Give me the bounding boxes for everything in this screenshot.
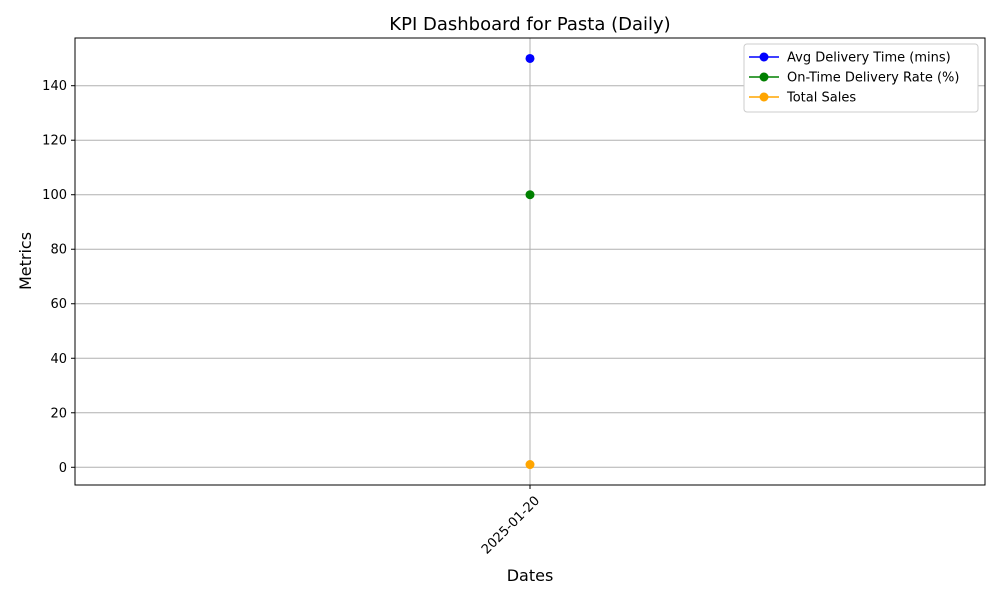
legend-entry: On-Time Delivery Rate (%) xyxy=(749,71,959,86)
legend: Avg Delivery Time (mins) On-Time Delivery… xyxy=(743,43,979,113)
legend-frame xyxy=(743,43,979,113)
y-axis-label: Metrics xyxy=(16,232,35,290)
y-tick-label: 40 xyxy=(50,352,67,367)
y-tick-label: 20 xyxy=(50,406,67,421)
y-tick-label: 140 xyxy=(42,79,67,94)
y-tick-label: 60 xyxy=(50,297,67,312)
legend-label: Total Sales xyxy=(786,91,856,106)
data-point xyxy=(525,190,535,200)
y-tick-label: 100 xyxy=(42,188,67,203)
plot-frame xyxy=(74,37,986,486)
legend-marker xyxy=(759,92,769,102)
series-0 xyxy=(525,53,535,63)
legend-entry: Total Sales xyxy=(749,91,856,106)
y-tick-label: 120 xyxy=(42,134,67,149)
legend-marker xyxy=(759,72,769,82)
chart-title: KPI Dashboard for Pasta (Daily) xyxy=(389,14,670,35)
legend-label: On-Time Delivery Rate (%) xyxy=(787,71,959,86)
data-series xyxy=(525,53,535,470)
legend-marker xyxy=(759,52,769,62)
y-tick-label: 80 xyxy=(50,243,67,258)
legend-label: Avg Delivery Time (mins) xyxy=(787,51,951,66)
data-point xyxy=(525,460,535,470)
series-1 xyxy=(525,190,535,200)
series-2 xyxy=(525,460,535,470)
legend-entry: Avg Delivery Time (mins) xyxy=(749,51,951,66)
data-point xyxy=(525,53,535,63)
x-axis-label: Dates xyxy=(507,566,554,585)
y-tick-label: 0 xyxy=(59,461,67,476)
